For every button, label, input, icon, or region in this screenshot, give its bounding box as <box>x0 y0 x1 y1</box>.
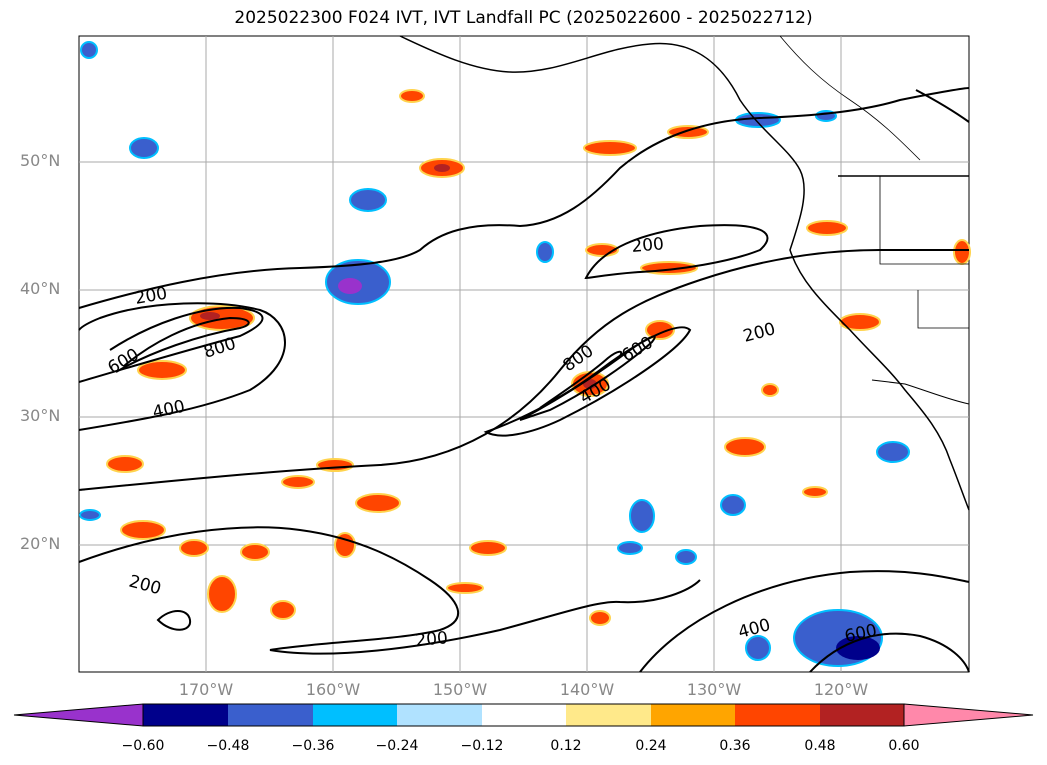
map-title: 2025022300 F024 IVT, IVT Landfall PC (20… <box>234 8 813 28</box>
colorbar-tick: 0.48 <box>804 738 836 754</box>
colorbar-tick: 0.60 <box>888 738 920 754</box>
colorbar-tick: −0.24 <box>375 738 419 754</box>
colorbar-segment <box>397 704 482 726</box>
colorbar-tick: 0.12 <box>550 738 582 754</box>
lon-label-160w: 160°W <box>305 680 361 699</box>
colorbar-segment <box>482 704 566 726</box>
lat-label-20n: 20°N <box>20 534 61 553</box>
ivt-contours <box>78 87 970 673</box>
lon-label-170w: 170°W <box>178 680 234 699</box>
colorbar-segment <box>651 704 735 726</box>
colorbar-extend-high <box>903 703 1034 727</box>
lon-label-120w: 120°W <box>813 680 869 699</box>
colorbar-tick: −0.12 <box>460 738 504 754</box>
colorbar-segment <box>313 704 397 726</box>
contour-label: 200 <box>631 234 665 257</box>
colorbar-tick: −0.36 <box>291 738 335 754</box>
lon-label-140w: 140°W <box>559 680 615 699</box>
colorbar-tick: −0.60 <box>121 738 165 754</box>
colorbar-segment <box>566 704 651 726</box>
colorbar-extend-low <box>13 703 144 727</box>
colorbar-tick: −0.48 <box>206 738 250 754</box>
colorbar <box>13 703 1034 727</box>
map-panel <box>78 35 971 673</box>
coastlines <box>399 35 970 511</box>
colorbar-tick: 0.36 <box>719 738 751 754</box>
positive-pc-regions <box>106 89 971 626</box>
lat-label-30n: 30°N <box>20 406 61 425</box>
negative-pc-regions <box>79 41 910 667</box>
colorbar-segment <box>735 704 820 726</box>
lon-label-130w: 130°W <box>686 680 742 699</box>
colorbar-segment <box>820 704 904 726</box>
lat-label-40n: 40°N <box>20 279 61 298</box>
colorbar-segment <box>228 704 313 726</box>
colorbar-segment <box>143 704 228 726</box>
lat-label-50n: 50°N <box>20 151 61 170</box>
contour-label: 200 <box>415 628 449 651</box>
colorbar-tick: 0.24 <box>635 738 667 754</box>
lon-label-150w: 150°W <box>432 680 488 699</box>
